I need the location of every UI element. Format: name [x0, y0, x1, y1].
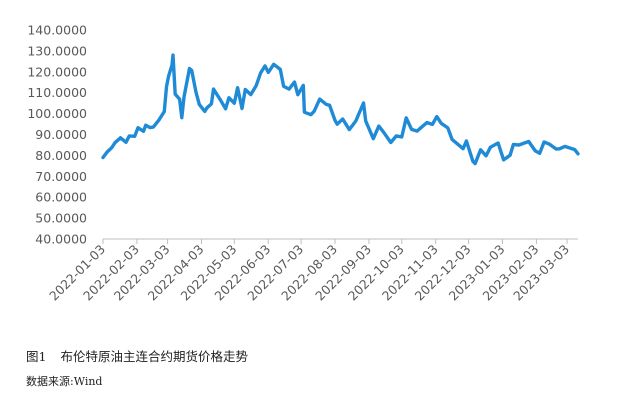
y-tick-label: 130.0000	[27, 43, 87, 58]
y-tick-label: 50.0000	[35, 211, 87, 226]
y-tick-label: 80.0000	[35, 148, 87, 163]
y-tick-label: 40.0000	[35, 232, 87, 247]
y-tick-label: 90.0000	[35, 127, 87, 142]
figure-number: 图1	[26, 349, 47, 364]
y-axis: 40.0000 50.0000 60.0000 70.0000 80.0000 90.00…	[27, 23, 87, 247]
figure-title: 布伦特原油主连合约期货价格走势	[60, 349, 248, 364]
y-tick-label: 60.0000	[35, 190, 87, 205]
y-tick-label: 110.0000	[27, 85, 87, 100]
data-source: 数据来源:Wind	[26, 375, 103, 388]
y-tick-label: 100.0000	[27, 106, 87, 121]
price-chart: 40.0000 50.0000 60.0000 70.0000 80.0000 90.00…	[27, 23, 580, 303]
y-tick-label: 120.0000	[27, 64, 87, 79]
y-tick-label: 70.0000	[35, 169, 87, 184]
series-line-brent-price	[101, 53, 580, 166]
y-tick-label: 140.0000	[27, 23, 87, 38]
figure-caption: 图1 布伦特原油主连合约期货价格走势	[26, 346, 248, 365]
x-axis: 2022-01-032022-02-032022-03-032022-04-03…	[46, 239, 572, 303]
